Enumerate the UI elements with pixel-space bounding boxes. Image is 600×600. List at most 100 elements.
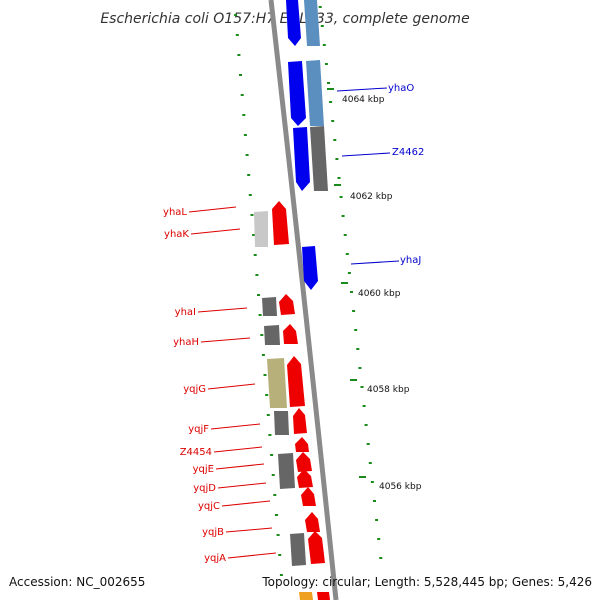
scale-dot [345, 253, 349, 255]
topology-text: Topology: circular; Length: 5,528,445 bp… [261, 575, 592, 589]
svg-text:4056 kbp: 4056 kbp [379, 482, 422, 492]
gene-block[interactable] [262, 297, 277, 316]
scale-dot [377, 538, 381, 540]
gene-label-yqjA[interactable]: yqjA [204, 552, 277, 564]
gene-label-yhaL[interactable]: yhaL [163, 206, 237, 218]
gene-label-yqjB[interactable]: yqjB [202, 527, 273, 538]
gene-block[interactable] [290, 533, 306, 566]
gene-label-yhaK[interactable]: yhaK [164, 228, 241, 240]
scale-dot [379, 557, 383, 559]
scale-dot [327, 82, 330, 84]
gene-label-yhaO[interactable]: yhaO [336, 83, 414, 94]
scale-dot [339, 196, 343, 198]
svg-text:4064 kbp: 4064 kbp [342, 95, 385, 105]
scale-dot [261, 354, 265, 356]
scale-dot [276, 534, 280, 536]
forward-gene-arrow[interactable] [308, 531, 325, 564]
gene-block[interactable] [267, 358, 287, 408]
gene-block[interactable] [304, 0, 320, 46]
scale-dot [278, 554, 282, 556]
scale-dot [364, 424, 368, 426]
gene-label-yqjG[interactable]: yqjG [183, 383, 256, 395]
gene-block[interactable] [299, 592, 313, 600]
scale-dot [350, 291, 353, 293]
scale-dot [331, 120, 335, 122]
gene-label-yqjE[interactable]: yqjE [193, 463, 265, 475]
scale-dot [253, 254, 257, 256]
scale-dot [237, 54, 241, 56]
scale-dot [360, 386, 364, 388]
svg-text:4060 kbp: 4060 kbp [358, 289, 401, 299]
scale-dot [243, 134, 247, 136]
scale-dot [279, 574, 283, 576]
reverse-gene-arrow[interactable] [288, 61, 306, 126]
scale-dot [356, 348, 360, 350]
kbp-tick-4056: 4056 kbp [359, 476, 422, 492]
gene-label-yqjC[interactable]: yqjC [198, 500, 271, 512]
scale-dot [352, 310, 356, 312]
reverse-gene-arrow[interactable] [286, 0, 301, 46]
svg-text:yhaH: yhaH [173, 337, 199, 348]
forward-gene-arrow[interactable] [293, 408, 307, 434]
scale-dot [247, 174, 251, 176]
gene-block[interactable] [278, 453, 295, 489]
gene-block[interactable] [310, 126, 328, 191]
scale-dot [373, 500, 376, 502]
forward-gene-arrow[interactable] [295, 437, 309, 452]
gene-block[interactable] [254, 211, 268, 247]
gene-label-yhaI[interactable]: yhaI [175, 307, 248, 318]
gene-label-Z4454[interactable]: Z4454 [180, 446, 263, 458]
scale-dot [318, 6, 322, 8]
scale-dot [335, 158, 339, 160]
forward-gene-arrow[interactable] [287, 356, 305, 407]
svg-text:4058 kbp: 4058 kbp [367, 385, 410, 395]
svg-text:yhaJ: yhaJ [400, 255, 421, 266]
forward-gene-arrow[interactable] [296, 452, 312, 472]
gene-label-yhaJ[interactable]: yhaJ [350, 255, 421, 266]
reverse-gene-arrow[interactable] [293, 127, 310, 191]
kbp-tick-4058: 4058 kbp [350, 379, 410, 395]
forward-gene-arrow[interactable] [301, 487, 316, 506]
gene-label-yqjD[interactable]: yqjD [193, 482, 267, 494]
forward-gene-arrow[interactable] [317, 592, 330, 600]
genome-title: Escherichia coli O157:H7 EDL933, complet… [100, 11, 469, 27]
scale-dot [358, 367, 362, 369]
forward-gene-arrow[interactable] [297, 469, 313, 488]
scale-dot [235, 34, 239, 36]
svg-text:yhaI: yhaI [175, 307, 196, 318]
gene-block[interactable] [306, 60, 324, 126]
gene-block[interactable] [264, 325, 280, 345]
scale-dot [248, 194, 252, 196]
scale-dot [322, 44, 326, 46]
scale-dot [273, 494, 277, 496]
scale-dot [255, 274, 259, 276]
svg-text:yqjA: yqjA [204, 553, 226, 564]
reverse-gene-arrow[interactable] [302, 246, 318, 290]
svg-text:Z4462: Z4462 [392, 147, 424, 158]
scale-dot [329, 101, 333, 103]
svg-text:yqjC: yqjC [198, 501, 220, 512]
forward-gene-arrow[interactable] [283, 324, 298, 344]
svg-text:yqjD: yqjD [193, 483, 216, 494]
forward-gene-arrow[interactable] [279, 294, 295, 315]
scale-dot [265, 394, 269, 396]
svg-text:4062 kbp: 4062 kbp [350, 192, 393, 202]
forward-gene-arrow[interactable] [305, 512, 320, 532]
scale-dot [252, 234, 256, 236]
gene-block[interactable] [274, 411, 289, 435]
gene-label-yhaH[interactable]: yhaH [173, 337, 251, 348]
scale-dot [347, 272, 351, 274]
svg-text:yqjE: yqjE [193, 464, 214, 475]
svg-text:Z4454: Z4454 [180, 447, 212, 458]
scale-dot [324, 63, 328, 65]
forward-gene-arrow[interactable] [272, 201, 289, 245]
svg-text:yhaL: yhaL [163, 207, 187, 218]
scale-dot [366, 443, 370, 445]
gene-label-Z4462[interactable]: Z4462 [341, 147, 424, 158]
scale-dot [268, 434, 272, 436]
scale-dot [271, 474, 275, 476]
scale-dot [258, 314, 262, 316]
gene-label-yqjF[interactable]: yqjF [188, 423, 261, 435]
scale-dot [354, 329, 358, 331]
